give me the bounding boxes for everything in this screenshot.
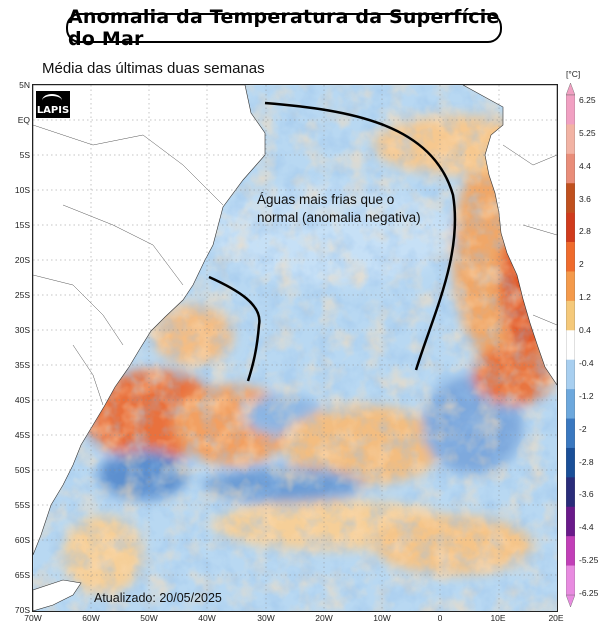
lat-label: 25S <box>14 290 30 300</box>
lapis-logo: LAPIS <box>36 91 70 118</box>
lon-label: 60W <box>82 613 100 623</box>
page-title: Anomalia da Temperatura da Superfície do… <box>68 6 500 50</box>
colorbar-swatch <box>566 477 575 508</box>
lat-label: 40S <box>14 395 30 405</box>
colorbar-unit: [°C] <box>566 69 581 79</box>
colorbar-tick-label: 4.4 <box>579 160 591 171</box>
colorbar-swatch <box>566 212 575 243</box>
antarctic-peninsula <box>33 579 82 611</box>
annotation-line-1: Águas mais frias que o <box>257 192 395 207</box>
lon-label: 10W <box>373 613 391 623</box>
colorbar-swatch <box>566 183 575 213</box>
lat-label: 55S <box>14 500 30 510</box>
colorbar-swatch <box>566 330 575 360</box>
lon-label: 40W <box>198 613 216 623</box>
lat-label: 5S <box>19 150 30 160</box>
colorbar-swatch <box>566 271 575 302</box>
colorbar-bottom-arrow <box>566 594 575 607</box>
cold-water-boundary-curve <box>264 101 457 371</box>
lon-label: 10E <box>490 613 506 623</box>
colorbar-swatch <box>566 536 575 566</box>
colorbar-tick-label: -6.25 <box>579 588 599 598</box>
colorbar-tick-label: 2.8 <box>579 226 591 237</box>
colorbar-swatch <box>566 565 575 596</box>
colorbar-tick-label: -1.2 <box>579 390 594 401</box>
title-box: Anomalia da Temperatura da Superfície do… <box>66 6 502 50</box>
logo-text: LAPIS <box>36 105 70 116</box>
colorbar-tick-label: -3.6 <box>579 489 594 500</box>
africa-land <box>462 85 557 386</box>
colorbar-swatch <box>566 389 575 419</box>
colorbar-tick-label: -5.25 <box>579 555 599 566</box>
lat-label: 60S <box>14 535 30 545</box>
map-subtitle: Média das últimas duas semanas <box>42 60 265 77</box>
colorbar-swatch <box>566 153 575 184</box>
gridlines <box>33 85 557 611</box>
lat-label: 65S <box>14 570 30 580</box>
lat-label: 15S <box>14 220 30 230</box>
colorbar-swatch <box>566 300 575 331</box>
lon-label: 50W <box>140 613 158 623</box>
colorbar-tick-label: -4.4 <box>579 522 594 533</box>
lon-label: 30W <box>257 613 275 623</box>
lat-label: 10S <box>14 185 30 195</box>
colorbar-tick-label: 2 <box>579 259 584 270</box>
colorbar-tick-label: 5.25 <box>579 127 596 138</box>
colorbar-tick-label: 0.4 <box>579 325 591 336</box>
lon-label: 70W <box>24 613 42 623</box>
colorbar <box>566 83 575 607</box>
colorbar-swatch <box>566 242 575 272</box>
lat-label: 30S <box>14 325 30 335</box>
country-borders <box>33 124 557 406</box>
lat-label: 5N <box>19 80 30 90</box>
colorbar-tick-label: 3.6 <box>579 193 591 204</box>
lon-label: 0 <box>437 613 443 623</box>
colorbar-swatch <box>566 359 575 390</box>
colorbar-swatch <box>566 418 575 449</box>
colorbar-swatch <box>566 95 575 125</box>
brazil-current-curve <box>208 275 261 382</box>
lat-label: 45S <box>14 430 30 440</box>
colorbar-tick-label: 1.2 <box>579 292 591 303</box>
colorbar-tick-label: 6.25 <box>579 95 596 105</box>
colorbar-swatch <box>566 124 575 155</box>
colorbar-tick-label: -0.4 <box>579 357 594 368</box>
updated-date: Atualizado: 20/05/2025 <box>94 591 222 605</box>
colorbar-top-arrow <box>566 83 575 96</box>
colorbar-swatch <box>566 506 575 537</box>
cold-water-annotation: Águas mais frias que o normal (anomalia … <box>257 191 421 227</box>
sst-anomaly-map <box>32 84 558 612</box>
lat-label: 20S <box>14 255 30 265</box>
lat-label: 50S <box>14 465 30 475</box>
colorbar-tick-label: -2.8 <box>579 456 594 467</box>
lat-label: EQ <box>17 115 30 125</box>
lon-label: 20W <box>315 613 333 623</box>
annotation-line-2: normal (anomalia negativa) <box>257 210 421 225</box>
colorbar-swatch <box>566 447 575 478</box>
colorbar-tick-label: -2 <box>579 423 587 434</box>
lat-label: 35S <box>14 360 30 370</box>
lat-label: 70S <box>14 605 30 615</box>
lon-label: 20E <box>548 613 564 623</box>
colorbar-outline <box>566 94 575 596</box>
